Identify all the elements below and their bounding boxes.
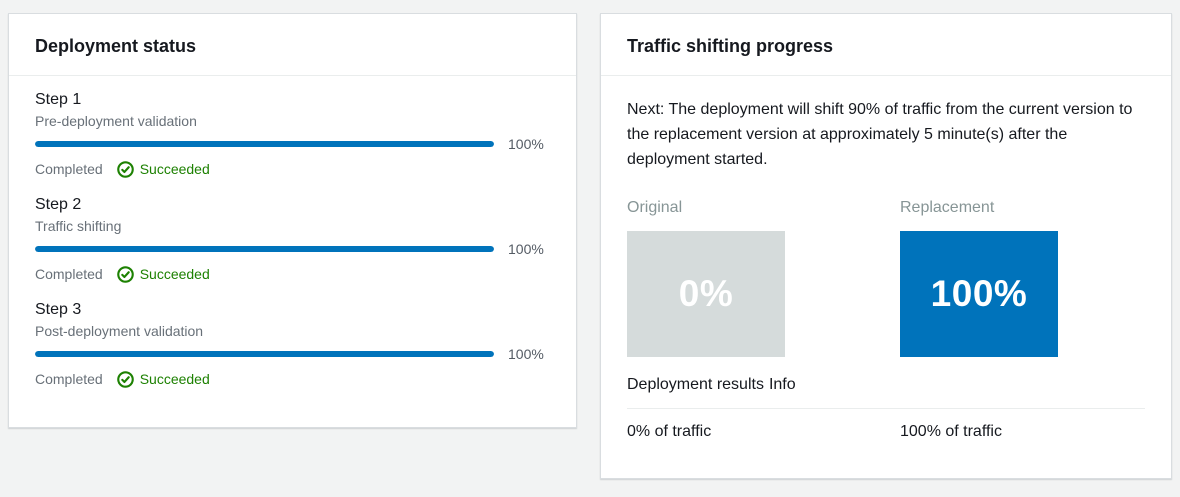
step-2-progress-row: 100%: [35, 241, 550, 257]
percent-boxes-row: 0% 100%: [627, 231, 1145, 357]
deployment-status-header: Deployment status: [9, 14, 576, 76]
traffic-shifting-body: Next: The deployment will shift 90% of t…: [601, 76, 1171, 463]
original-percent-box: 0%: [627, 231, 785, 357]
step-3-state-label: Completed: [35, 371, 103, 387]
step-3-result-label: Succeeded: [139, 371, 210, 387]
step-2-description: Traffic shifting: [35, 218, 122, 234]
step-3-progress-fill: [35, 351, 494, 357]
replacement-percent-box: 100%: [900, 231, 1058, 357]
info-link[interactable]: Info: [768, 376, 796, 393]
original-label: Original: [627, 199, 683, 216]
step-1-progress-track: [35, 141, 494, 147]
replacement-box-cell: 100%: [900, 231, 1145, 357]
deployment-status-title: Deployment status: [35, 36, 197, 56]
traffic-values-row: 0% of traffic 100% of traffic: [627, 421, 1145, 443]
step-3-progress-label: 100%: [508, 346, 544, 362]
traffic-shifting-card: Traffic shifting progress Next: The depl…: [600, 13, 1172, 479]
step-1-progress-row: 100%: [35, 136, 550, 152]
step-1-status-row: Completed Succeeded: [35, 159, 550, 179]
step-3-block: Step 3 Post-deployment validation 100% C…: [35, 299, 550, 389]
traffic-shifting-header: Traffic shifting progress: [601, 14, 1171, 76]
version-labels-row: Original Replacement: [627, 199, 1145, 231]
step-3-status-row: Completed Succeeded: [35, 369, 550, 389]
step-3-description: Post-deployment validation: [35, 323, 204, 339]
next-shift-message: Next: The deployment will shift 90% of t…: [627, 101, 1133, 168]
step-2-state-label: Completed: [35, 266, 103, 282]
step-1-state-label: Completed: [35, 161, 103, 177]
deployment-status-card: Deployment status Step 1 Pre-deployment …: [8, 13, 577, 428]
traffic-shifting-title: Traffic shifting progress: [627, 36, 834, 56]
success-check-icon: [116, 370, 134, 388]
original-percent-value: 0%: [678, 273, 734, 314]
step-2-progress-track: [35, 246, 494, 252]
step-2-status-row: Completed Succeeded: [35, 264, 550, 284]
replacement-traffic-text: 100% of traffic: [900, 423, 1002, 440]
deployment-results-line: Deployment results Info: [627, 375, 1145, 395]
success-check-icon: [116, 265, 134, 283]
step-1-result-label: Succeeded: [139, 161, 210, 177]
step-2-title: Step 2: [35, 196, 82, 213]
step-2-progress-fill: [35, 246, 494, 252]
step-1-progress-fill: [35, 141, 494, 147]
step-1-progress-label: 100%: [508, 136, 544, 152]
deployment-status-body: Step 1 Pre-deployment validation 100% Co…: [9, 76, 576, 424]
step-2-progress-label: 100%: [508, 241, 544, 257]
original-traffic-text: 0% of traffic: [627, 423, 712, 440]
success-check-icon: [116, 160, 134, 178]
replacement-percent-value: 100%: [930, 273, 1028, 314]
original-box-cell: 0%: [627, 231, 900, 357]
step-1-block: Step 1 Pre-deployment validation 100% Co…: [35, 89, 550, 179]
step-3-progress-row: 100%: [35, 346, 550, 362]
replacement-label: Replacement: [900, 199, 995, 216]
step-2-block: Step 2 Traffic shifting 100% Completed S…: [35, 194, 550, 284]
step-2-result-label: Succeeded: [139, 266, 210, 282]
step-3-title: Step 3: [35, 301, 82, 318]
step-1-title: Step 1: [35, 91, 82, 108]
step-1-description: Pre-deployment validation: [35, 113, 197, 129]
deployment-results-label: Deployment results: [627, 376, 764, 393]
step-3-progress-track: [35, 351, 494, 357]
results-divider: [627, 408, 1145, 409]
